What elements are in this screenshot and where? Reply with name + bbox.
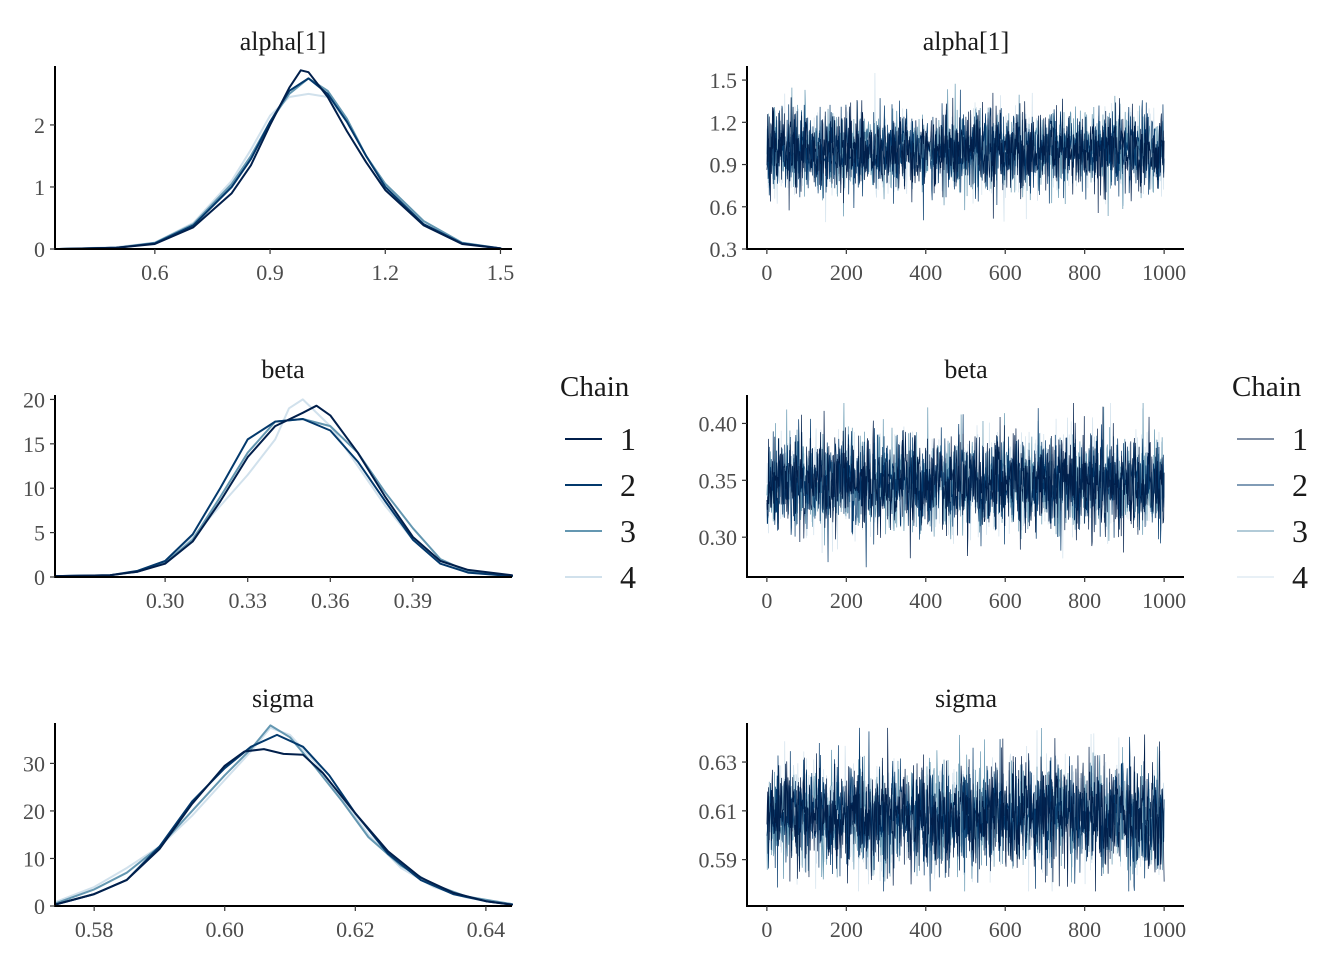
x-tick-label: 1.5 <box>487 260 515 285</box>
density-beta-panel: 0.30 0.33 0.36 0.39 0 5 10 15 20 <box>23 387 513 613</box>
x-tick-label: 0.60 <box>205 917 244 942</box>
x-tick-label: 0.33 <box>228 588 267 613</box>
trace-beta-title: beta <box>944 355 988 384</box>
y-tick-label: 0.30 <box>699 525 738 550</box>
x-tick-label: 1.2 <box>372 260 400 285</box>
y-tick-label: 0.9 <box>710 153 738 178</box>
x-tick-label: 0.39 <box>394 588 433 613</box>
x-tick-label: 600 <box>989 260 1022 285</box>
legend-label-1: 1 <box>620 421 636 457</box>
trace-sigma-title: sigma <box>935 684 998 713</box>
density-sigma-title: sigma <box>252 684 315 713</box>
y-tick-label: 0.61 <box>699 799 738 824</box>
x-tick-label: 0.64 <box>467 917 506 942</box>
density-alpha-panel: 0.6 0.9 1.2 1.5 0 1 2 <box>34 66 514 285</box>
y-tick-label: 20 <box>23 387 45 412</box>
y-tick-label: 0 <box>34 894 45 919</box>
y-tick-label: 0.6 <box>710 195 738 220</box>
x-tick-label: 800 <box>1068 588 1101 613</box>
x-tick-label: 0.58 <box>75 917 114 942</box>
x-tick-label: 1000 <box>1142 588 1186 613</box>
y-tick-label: 1.2 <box>710 110 738 135</box>
trace-alpha-panel: 0 200 400 600 800 1000 0.3 0.6 0.9 1.2 1.5 <box>710 66 1186 285</box>
trace-sigma-panel: 0 200 400 600 800 1000 0.59 0.61 0.63 <box>699 723 1186 942</box>
x-tick-label: 0.9 <box>256 260 284 285</box>
x-tick-label: 200 <box>830 917 863 942</box>
legend-label-2: 2 <box>1292 467 1308 503</box>
x-tick-label: 0.30 <box>146 588 185 613</box>
density-line-chain-2 <box>57 77 502 250</box>
x-tick-label: 0.36 <box>311 588 350 613</box>
x-tick-label: 0 <box>761 917 772 942</box>
x-tick-label: 400 <box>909 588 942 613</box>
y-tick-label: 2 <box>34 113 45 138</box>
x-tick-label: 0.62 <box>336 917 375 942</box>
x-tick-label: 200 <box>830 588 863 613</box>
x-tick-label: 1000 <box>1142 260 1186 285</box>
x-tick-label: 600 <box>989 917 1022 942</box>
y-tick-label: 0 <box>34 237 45 262</box>
y-tick-label: 10 <box>23 476 45 501</box>
density-legend: Chain 1 2 3 4 <box>560 371 636 595</box>
legend-label-4: 4 <box>1292 559 1308 595</box>
x-tick-label: 1000 <box>1142 917 1186 942</box>
trace-beta-panel: 0 200 400 600 800 1000 0.30 0.35 0.40 <box>699 395 1186 613</box>
y-tick-label: 0 <box>34 565 45 590</box>
legend-label-3: 3 <box>620 513 636 549</box>
density-line-chain-1 <box>54 404 513 578</box>
legend-label-2: 2 <box>620 467 636 503</box>
y-tick-label: 0.59 <box>699 848 738 873</box>
legend-label-1: 1 <box>1292 421 1308 457</box>
legend-label-3: 3 <box>1292 513 1308 549</box>
y-tick-label: 0.40 <box>699 411 738 436</box>
x-tick-label: 0 <box>761 260 772 285</box>
x-tick-label: 800 <box>1068 260 1101 285</box>
y-tick-label: 0.63 <box>699 750 738 775</box>
density-line-chain-1 <box>54 748 513 906</box>
trace-line-chain-1 <box>766 92 1165 219</box>
density-beta-title: beta <box>261 355 305 384</box>
x-tick-label: 200 <box>830 260 863 285</box>
trace-line-chain-1 <box>766 727 1165 892</box>
density-sigma-panel: 0.58 0.60 0.62 0.64 0 10 20 30 <box>23 723 513 942</box>
y-tick-label: 20 <box>23 799 45 824</box>
y-tick-label: 1.5 <box>710 68 738 93</box>
x-tick-label: 800 <box>1068 917 1101 942</box>
legend-title: Chain <box>560 371 630 403</box>
density-alpha-title: alpha[1] <box>240 27 327 56</box>
y-tick-label: 0.35 <box>699 468 738 493</box>
legend-title: Chain <box>1232 371 1302 403</box>
x-tick-label: 0.6 <box>141 260 169 285</box>
trace-alpha-title: alpha[1] <box>923 27 1010 56</box>
legend-label-4: 4 <box>620 559 636 595</box>
trace-line-chain-2 <box>766 727 1165 892</box>
y-tick-label: 1 <box>34 175 45 200</box>
trace-legend: Chain 1 2 3 4 <box>1232 371 1308 595</box>
x-tick-label: 400 <box>909 260 942 285</box>
y-tick-label: 15 <box>23 432 45 457</box>
density-line-chain-1 <box>57 69 502 250</box>
y-tick-label: 0.3 <box>710 237 738 262</box>
y-tick-label: 5 <box>34 521 45 546</box>
y-tick-label: 10 <box>23 846 45 871</box>
x-tick-label: 600 <box>989 588 1022 613</box>
trace-line-chain-1 <box>766 402 1165 559</box>
x-tick-label: 0 <box>761 588 772 613</box>
y-tick-label: 30 <box>23 751 45 776</box>
x-tick-label: 400 <box>909 917 942 942</box>
